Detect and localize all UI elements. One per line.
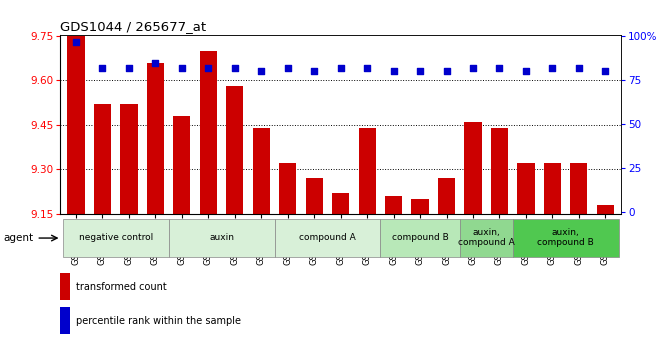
Bar (491, 128, 508, 214)
Text: auxin,
compound B: auxin, compound B (537, 227, 594, 247)
Text: transformed count: transformed count (76, 282, 166, 292)
Text: percentile rank within the sample: percentile rank within the sample (76, 316, 241, 326)
Bar (385, 196, 402, 214)
Point (388, 69, 399, 74)
Text: auxin,
compound A: auxin, compound A (458, 227, 514, 247)
Point (600, 69, 611, 74)
Bar (544, 164, 561, 214)
Point (124, 65, 134, 71)
Point (71, 39, 81, 44)
Bar (226, 86, 243, 214)
Bar (332, 193, 349, 214)
Bar (597, 205, 614, 214)
Bar (60, 307, 70, 334)
Point (547, 65, 558, 71)
Bar (513, 219, 619, 257)
Text: compound A: compound A (299, 233, 356, 242)
Bar (275, 219, 380, 257)
Point (97, 65, 108, 71)
Bar (147, 63, 164, 214)
Bar (168, 219, 275, 257)
Bar (306, 178, 323, 214)
Text: compound B: compound B (391, 233, 448, 242)
Text: GDS1044 / 265677_at: GDS1044 / 265677_at (60, 20, 206, 33)
Point (335, 65, 346, 71)
Bar (411, 199, 429, 214)
Bar (359, 128, 376, 214)
Text: negative control: negative control (79, 233, 153, 242)
Point (203, 65, 214, 71)
Point (574, 65, 584, 71)
Point (494, 65, 505, 71)
Bar (200, 51, 217, 214)
Point (309, 69, 319, 74)
Bar (67, 36, 85, 214)
Bar (94, 104, 111, 214)
Bar (380, 219, 460, 257)
Bar (253, 128, 270, 214)
Point (415, 69, 426, 74)
Point (150, 60, 161, 66)
Bar (460, 219, 513, 257)
Point (176, 65, 187, 71)
Bar (464, 122, 482, 214)
Point (468, 65, 478, 71)
Bar (173, 116, 190, 214)
Point (256, 69, 267, 74)
Bar (279, 164, 297, 214)
Point (441, 69, 452, 74)
Bar (570, 164, 587, 214)
Bar (120, 104, 138, 214)
Point (362, 65, 373, 71)
Bar (63, 219, 168, 257)
Point (283, 65, 293, 71)
Bar (60, 273, 70, 300)
Point (230, 65, 240, 71)
Text: auxin: auxin (209, 233, 234, 242)
Bar (438, 178, 455, 214)
Text: agent: agent (3, 233, 33, 243)
Bar (517, 164, 534, 214)
Point (520, 69, 531, 74)
